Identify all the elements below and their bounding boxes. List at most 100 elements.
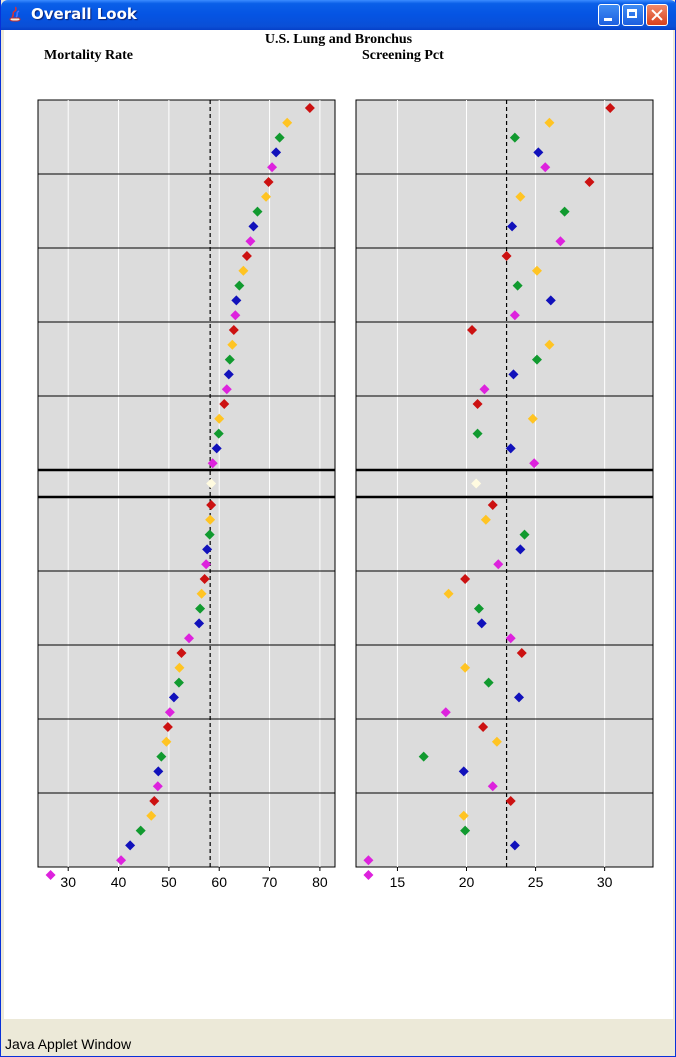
screening-point xyxy=(512,280,523,291)
screening-point xyxy=(472,428,483,439)
mortality-point xyxy=(261,191,272,202)
mortality-point xyxy=(195,603,206,614)
screening-point xyxy=(473,603,484,614)
mortality-point xyxy=(304,103,315,113)
mortality-point xyxy=(146,810,157,821)
mortality-point xyxy=(213,428,224,439)
screening-point xyxy=(529,458,540,469)
window-title: Overall Look xyxy=(31,5,137,23)
mortality-point xyxy=(241,251,252,261)
mortality-x-tick-label: 30 xyxy=(60,874,76,890)
screening-panel-label: Screening Pct xyxy=(362,48,444,63)
mortality-point xyxy=(211,443,222,454)
status-text: Java Applet Window xyxy=(5,1036,132,1052)
screening-point xyxy=(559,206,570,217)
mortality-plot-area xyxy=(37,99,336,868)
screening-point xyxy=(460,662,471,673)
mortality-point xyxy=(238,265,249,276)
mortality-point xyxy=(228,325,239,335)
screening-point xyxy=(460,574,471,584)
mortality-point xyxy=(263,177,274,187)
screening-point xyxy=(476,618,487,629)
screening-point xyxy=(544,339,555,350)
mortality-point xyxy=(194,618,205,629)
mortality-point xyxy=(230,310,241,321)
mortality-point xyxy=(149,796,160,806)
mortality-point xyxy=(153,766,164,777)
mortality-point xyxy=(135,825,146,836)
screening-point xyxy=(460,825,471,836)
screening-point xyxy=(480,514,491,525)
screening-point xyxy=(508,369,519,380)
screening-point xyxy=(363,855,374,866)
mortality-point xyxy=(231,295,242,306)
screening-point xyxy=(505,633,516,644)
screening-point xyxy=(584,177,595,187)
screening-point xyxy=(479,384,490,395)
screening-x-tick-label: 20 xyxy=(459,874,475,890)
mortality-point xyxy=(176,648,187,658)
screening-point xyxy=(533,147,544,158)
mortality-x-tick-label: 80 xyxy=(312,874,328,890)
mortality-point xyxy=(116,855,127,866)
mortality-point xyxy=(224,354,235,365)
mortality-point xyxy=(252,206,263,217)
screening-point xyxy=(483,677,494,688)
java-applet-icon xyxy=(9,6,21,22)
mortality-point xyxy=(245,236,256,247)
screening-point xyxy=(509,310,520,321)
screening-point xyxy=(478,722,489,732)
close-button[interactable] xyxy=(646,4,668,26)
minimize-button[interactable] xyxy=(598,4,620,26)
linked-micromap-plot: 30 40 50 60 70 80 15 20 25 30 xyxy=(37,99,654,890)
mortality-point xyxy=(45,870,56,880)
screening-point xyxy=(509,132,520,143)
mortality-point xyxy=(271,147,282,158)
screening-point xyxy=(458,810,469,821)
mortality-point xyxy=(164,707,175,718)
screening-point xyxy=(540,162,551,173)
screening-point xyxy=(509,840,520,851)
mortality-point xyxy=(152,781,163,792)
screening-point xyxy=(467,325,478,335)
screening-point xyxy=(514,692,525,703)
chart-title: U.S. Lung and Bronchus xyxy=(264,32,413,47)
mortality-point xyxy=(125,840,136,851)
screening-point xyxy=(487,781,498,792)
screening-point xyxy=(519,529,530,540)
mortality-point xyxy=(205,514,216,525)
mortality-point xyxy=(214,413,225,424)
screening-point xyxy=(458,766,469,777)
mortality-point xyxy=(202,544,213,555)
mortality-point xyxy=(223,369,234,380)
screening-point xyxy=(487,500,498,510)
screening-point xyxy=(555,236,566,247)
screening-point xyxy=(531,354,542,365)
mortality-point xyxy=(206,478,217,489)
screening-point xyxy=(515,544,526,555)
mortality-x-tick-label: 50 xyxy=(161,874,177,890)
mortality-point xyxy=(161,736,172,747)
screening-point xyxy=(507,221,518,232)
screening-point xyxy=(515,191,526,202)
mortality-point xyxy=(174,662,185,673)
maximize-button[interactable] xyxy=(622,4,644,26)
screening-point xyxy=(531,265,542,276)
screening-plot-area xyxy=(355,99,654,868)
screening-x-tick-label: 30 xyxy=(597,874,613,890)
screening-x-tick-label: 25 xyxy=(528,874,544,890)
mortality-point xyxy=(201,559,212,570)
mortality-x-tick-label: 70 xyxy=(262,874,278,890)
screening-point xyxy=(501,251,512,261)
screening-point xyxy=(544,117,555,128)
screening-point xyxy=(505,443,516,454)
screening-point xyxy=(363,870,374,880)
mortality-point xyxy=(184,633,195,644)
screening-point xyxy=(505,796,516,806)
mortality-point xyxy=(221,384,232,395)
screening-point xyxy=(491,736,502,747)
screening-point xyxy=(440,707,451,718)
mortality-point xyxy=(267,162,278,173)
title-bar[interactable]: Overall Look xyxy=(1,0,676,30)
mortality-panel-label: Mortality Rate xyxy=(44,48,134,63)
